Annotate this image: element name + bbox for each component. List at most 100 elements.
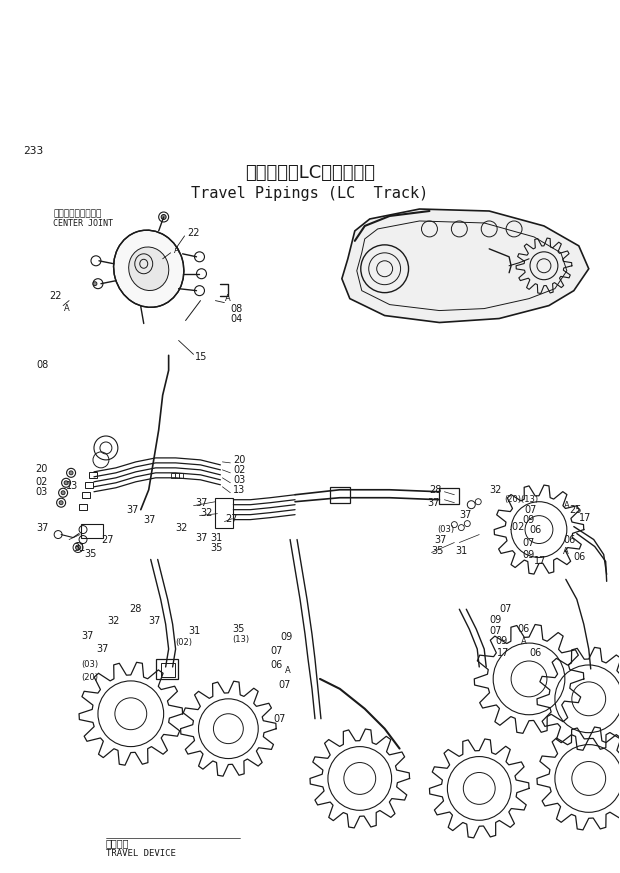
Circle shape (161, 215, 166, 219)
Text: 35: 35 (210, 542, 223, 553)
Text: A: A (174, 246, 179, 255)
Text: 03: 03 (35, 487, 48, 497)
Text: 37: 37 (96, 644, 108, 654)
Circle shape (93, 282, 97, 285)
Bar (89, 471, 97, 478)
Text: (20): (20) (81, 673, 98, 683)
Circle shape (76, 545, 81, 550)
Text: 02: 02 (233, 464, 246, 475)
Text: A: A (563, 547, 569, 556)
Text: A: A (564, 501, 570, 510)
Bar (161, 663, 175, 677)
Text: 06: 06 (529, 648, 541, 658)
Text: 37: 37 (459, 510, 472, 519)
Circle shape (69, 471, 73, 475)
Text: 32: 32 (200, 508, 213, 518)
Text: 20: 20 (233, 455, 246, 465)
Ellipse shape (113, 230, 184, 307)
Circle shape (61, 491, 65, 495)
Ellipse shape (129, 247, 169, 291)
Text: 35: 35 (84, 549, 96, 560)
Text: 08: 08 (36, 361, 48, 370)
Text: Travel Pipings (LC  Track): Travel Pipings (LC Track) (192, 186, 428, 201)
Text: A: A (226, 294, 231, 303)
Text: 37: 37 (144, 514, 156, 525)
Text: 06: 06 (517, 624, 529, 634)
Text: 22: 22 (49, 291, 61, 300)
Text: A: A (285, 666, 291, 676)
Text: 08: 08 (231, 304, 242, 313)
Text: センタージョイント: センタージョイント (53, 209, 102, 218)
Text: 28: 28 (430, 485, 442, 495)
Text: 09: 09 (495, 636, 507, 646)
Text: 25: 25 (569, 505, 582, 515)
Text: 06: 06 (529, 525, 541, 534)
Text: 37: 37 (36, 523, 48, 533)
Circle shape (64, 481, 68, 485)
Text: 02: 02 (35, 477, 48, 487)
Text: 37: 37 (126, 505, 138, 515)
Bar (330, 487, 350, 503)
Text: 07: 07 (489, 626, 502, 636)
Bar (179, 473, 182, 478)
Text: 35: 35 (432, 546, 444, 556)
Text: 走行装置: 走行装置 (106, 838, 130, 849)
Text: 37: 37 (195, 498, 208, 508)
Bar (82, 491, 90, 498)
Bar (156, 659, 177, 679)
Text: 09: 09 (522, 551, 534, 560)
Text: 27: 27 (101, 534, 113, 545)
Text: 03: 03 (233, 475, 246, 485)
Text: 22: 22 (188, 228, 200, 238)
Text: 07: 07 (278, 680, 291, 690)
Text: 17: 17 (497, 648, 510, 658)
Text: 09: 09 (280, 632, 293, 643)
Text: 04: 04 (231, 313, 242, 324)
Text: 07: 07 (524, 505, 536, 515)
Text: 13: 13 (233, 485, 246, 495)
Text: 06: 06 (564, 534, 576, 545)
Text: 37: 37 (427, 498, 440, 508)
Text: 06: 06 (270, 660, 283, 670)
Bar (85, 482, 93, 488)
Bar (170, 473, 175, 478)
Text: (03): (03) (438, 525, 454, 534)
Text: (20)(13): (20)(13) (504, 495, 538, 505)
Polygon shape (342, 209, 589, 322)
Text: (02): (02) (175, 637, 193, 647)
Text: 31: 31 (73, 542, 86, 553)
Text: 32: 32 (175, 523, 188, 533)
Text: 27: 27 (226, 513, 238, 524)
Text: 31: 31 (210, 533, 223, 542)
Text: 09: 09 (489, 615, 502, 625)
Text: CENTER JOINT: CENTER JOINT (53, 219, 113, 228)
Text: 233: 233 (24, 147, 43, 156)
Text: 07: 07 (499, 604, 511, 615)
Text: 32: 32 (107, 616, 119, 626)
Text: 07: 07 (522, 538, 534, 547)
Text: .02: .02 (509, 521, 525, 532)
Text: (03): (03) (81, 661, 98, 670)
Text: 28: 28 (129, 604, 141, 615)
Text: 走行配管（LCトラック）: 走行配管（LCトラック） (245, 164, 375, 182)
Text: 31: 31 (188, 626, 201, 636)
Text: (13): (13) (232, 635, 249, 643)
Text: 37: 37 (149, 616, 161, 626)
Text: 37: 37 (81, 631, 94, 641)
Text: 07: 07 (273, 714, 286, 724)
Text: 06: 06 (574, 553, 586, 562)
Circle shape (59, 501, 63, 505)
Bar (79, 504, 87, 510)
Text: 35: 35 (232, 624, 245, 634)
Text: 09: 09 (522, 514, 534, 525)
Bar (440, 488, 459, 504)
Text: 17: 17 (534, 556, 546, 567)
Text: 13: 13 (66, 481, 78, 491)
Text: A: A (521, 636, 527, 645)
Bar (215, 498, 233, 527)
Text: 32: 32 (489, 485, 502, 495)
Bar (175, 473, 179, 478)
Text: 20: 20 (35, 464, 48, 474)
Text: 07: 07 (270, 646, 283, 656)
Text: 37: 37 (435, 534, 447, 545)
